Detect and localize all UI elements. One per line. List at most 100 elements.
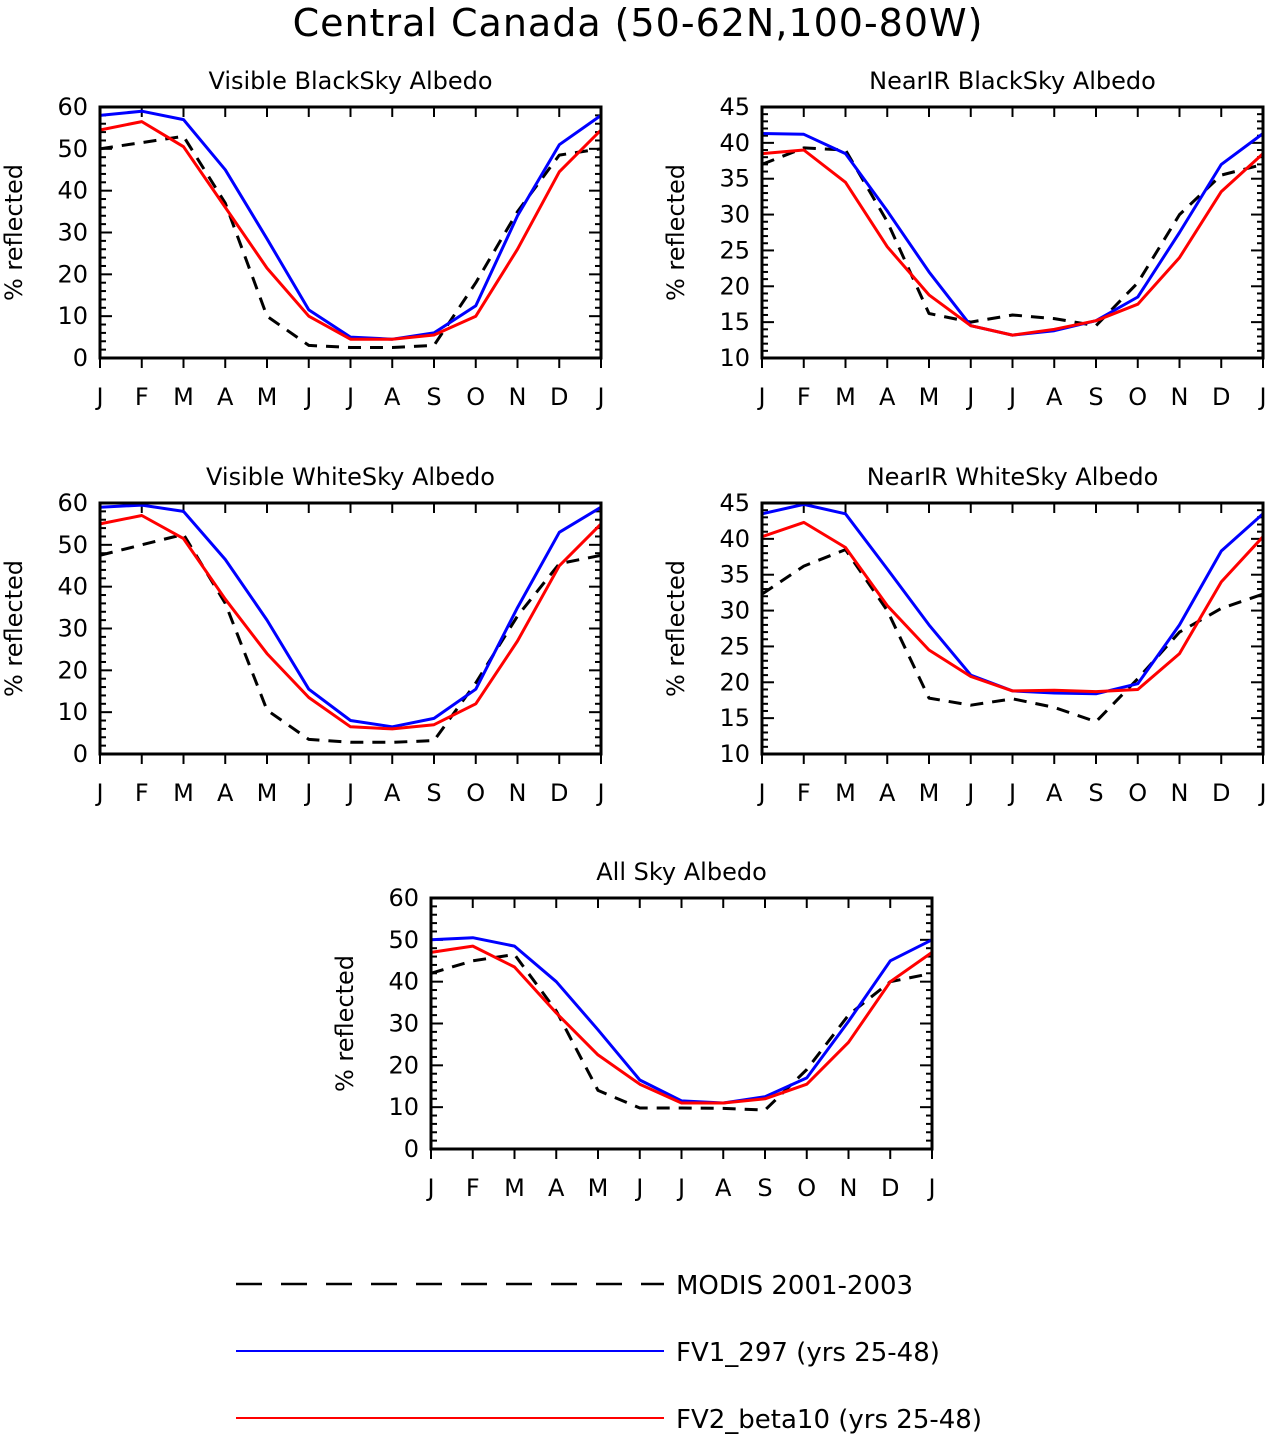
y-tick-label: 0 [73, 344, 88, 372]
x-tick-label: J [965, 383, 974, 411]
x-tick-label: J [1257, 779, 1266, 807]
y-tick-label: 10 [57, 302, 88, 330]
plot-frame [98, 501, 603, 756]
x-tick-label: M [504, 1174, 525, 1202]
x-tick-label: M [257, 779, 278, 807]
x-tick-label: A [1046, 383, 1063, 411]
chart-panel: NearIR BlackSky Albedo % reflected 10 15 20 2… [662, 67, 1267, 411]
chart-panel: All Sky Albedo % reflected 0 10 20 30 40 50 60 J F… [331, 858, 936, 1202]
series-line-modis [761, 548, 1264, 724]
y-tick-label: 30 [388, 1010, 419, 1038]
x-tick-label: D [1212, 779, 1230, 807]
y-tick-label: 40 [388, 968, 419, 996]
x-tick-label: N [840, 1174, 858, 1202]
y-tick-label: 35 [719, 561, 750, 589]
x-tick-label: J [94, 779, 103, 807]
x-tick-label: M [173, 779, 194, 807]
x-tick-label: F [135, 383, 149, 411]
y-tick-label: 0 [404, 1135, 419, 1163]
x-tick-label: M [835, 779, 856, 807]
x-tick-label: F [135, 779, 149, 807]
x-tick-label: O [1128, 779, 1147, 807]
legend: MODIS 2001-2003 FV1_297 (yrs 25-48) FV2_be… [236, 1271, 982, 1434]
series-line-fv2 [99, 120, 603, 341]
y-tick-label: 45 [719, 93, 750, 121]
y-tick-label: 45 [719, 489, 750, 517]
x-tick-label: M [257, 383, 278, 411]
x-tick-label: J [595, 779, 604, 807]
x-tick-label: J [303, 779, 312, 807]
x-tick-label: J [1257, 383, 1266, 411]
series-line-fv1 [430, 936, 933, 1105]
x-tick-label: F [797, 383, 811, 411]
x-tick-label: M [835, 383, 856, 411]
x-tick-label: J [345, 779, 354, 807]
y-tick-label: 50 [388, 926, 419, 954]
y-tick-label: 40 [57, 573, 88, 601]
y-tick-label: 20 [57, 656, 88, 684]
x-tick-label: N [509, 779, 527, 807]
x-tick-label: J [94, 383, 103, 411]
y-tick-label: 10 [388, 1093, 419, 1121]
panel-title: NearIR BlackSky Albedo [869, 67, 1156, 95]
x-tick-label: D [881, 1174, 899, 1202]
x-tick-label: J [756, 383, 765, 411]
x-tick-label: A [879, 779, 896, 807]
y-tick-label: 50 [57, 135, 88, 163]
x-tick-label: J [425, 1174, 434, 1202]
legend-label-fv1: FV1_297 (yrs 25-48) [676, 1338, 940, 1368]
x-tick-label: J [965, 779, 974, 807]
y-tick-label: 35 [719, 165, 750, 193]
x-tick-label: F [466, 1174, 480, 1202]
x-tick-label: J [634, 1174, 643, 1202]
y-tick-label: 15 [719, 704, 750, 732]
y-tick-label: 30 [57, 615, 88, 643]
y-tick-label: 20 [719, 668, 750, 696]
plot-frame [98, 105, 603, 360]
y-tick-label: 30 [719, 597, 750, 625]
figure-title: Central Canada (50-62N,100-80W) [293, 1, 984, 45]
panel-title: Visible BlackSky Albedo [208, 67, 492, 95]
y-tick-label: 30 [719, 201, 750, 229]
x-tick-label: J [303, 383, 312, 411]
y-tick-label: 40 [719, 525, 750, 553]
x-tick-label: A [548, 1174, 565, 1202]
series-line-fv1 [99, 503, 602, 729]
x-tick-label: A [384, 779, 401, 807]
x-tick-label: A [715, 1174, 732, 1202]
x-tick-label: J [345, 383, 354, 411]
y-tick-label: 40 [719, 129, 750, 157]
x-tick-label: A [217, 779, 234, 807]
x-tick-label: S [426, 383, 441, 411]
panel-title: All Sky Albedo [596, 858, 767, 886]
series-line-fv2 [430, 944, 933, 1105]
x-tick-label: A [217, 383, 234, 411]
y-tick-label: 0 [73, 740, 88, 768]
y-axis-label: % reflected [0, 560, 28, 697]
y-tick-label: 25 [719, 236, 750, 264]
chart-panel: Visible WhiteSky Albedo % reflected 0 10 20 3… [0, 463, 605, 807]
y-tick-label: 20 [719, 272, 750, 300]
series-line-fv2 [99, 514, 603, 731]
y-tick-label: 15 [719, 308, 750, 336]
y-axis-label: % reflected [662, 164, 690, 301]
plot-frame [760, 501, 1265, 756]
x-tick-label: M [919, 383, 940, 411]
x-tick-label: S [757, 1174, 772, 1202]
x-tick-label: S [1088, 779, 1103, 807]
x-tick-label: O [466, 779, 485, 807]
x-tick-label: J [756, 779, 765, 807]
series-line-modis [430, 953, 933, 1112]
y-tick-label: 10 [57, 698, 88, 726]
x-tick-label: D [550, 779, 568, 807]
y-tick-label: 10 [719, 344, 750, 372]
x-tick-label: O [466, 383, 485, 411]
x-tick-label: N [509, 383, 527, 411]
series-line-fv1 [761, 502, 1264, 696]
y-axis-label: % reflected [331, 955, 359, 1092]
series-line-fv1 [761, 132, 1264, 337]
x-tick-label: S [426, 779, 441, 807]
y-tick-label: 60 [57, 93, 88, 121]
x-tick-label: M [173, 383, 194, 411]
